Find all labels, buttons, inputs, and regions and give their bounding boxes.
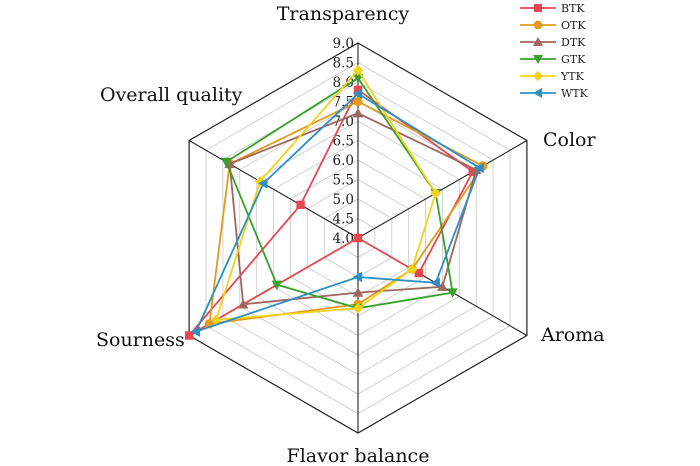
data-point [474,162,484,174]
data-point [534,4,542,12]
legend-item-otk: OTK [520,19,586,32]
legend-label: DTK [561,36,586,49]
data-point [190,326,201,337]
legend-label: WTK [561,87,589,100]
legend-marker [520,88,556,98]
tick-label: 9.0 [333,36,354,52]
grid-spoke [188,140,359,239]
tick-label: 6.5 [333,134,354,150]
tick-label: 5.5 [333,173,354,189]
data-point [533,88,542,98]
legend-label: OTK [561,19,586,32]
data-point [533,37,543,46]
axis-label-sourness: Sourness [96,329,185,351]
legend-marker [520,71,556,81]
axis-label-overall-quality: Overall quality [100,84,243,106]
legend-label: YTK [560,70,585,83]
tick-label: 8.0 [333,75,354,91]
data-point [437,281,448,291]
data-point [430,187,441,199]
tick-label: 4.0 [333,231,354,247]
legend-marker [520,37,556,46]
legend-marker [520,55,556,64]
axis-label-flavor-balance: Flavor balance [287,445,430,466]
radial-tick-labels: 4.04.55.05.56.06.57.07.58.08.59.0 [333,36,354,247]
data-point [430,277,440,289]
data-point [352,271,363,283]
grid-spoke [357,140,528,239]
data-point [353,233,363,243]
data-point [352,65,364,76]
data-point [352,302,364,314]
axis-label-color: Color [543,129,596,151]
data-point [271,280,283,291]
legend-item-wtk: WTK [520,87,589,100]
axis-label-aroma: Aroma [540,324,605,346]
data-point [352,108,364,118]
data-point [352,287,364,297]
radar-series [184,65,488,340]
legend-item-btk: BTK [520,2,585,15]
legend-marker [520,4,556,12]
tick-label: 6.0 [333,153,354,169]
data-point [533,55,543,64]
series-wtk [190,88,484,337]
data-point [353,96,363,107]
tick-label: 4.5 [333,212,354,228]
data-point [184,331,194,340]
data-point [221,157,232,168]
data-point [258,178,268,189]
data-point [352,88,363,99]
data-point [353,85,363,94]
legend-marker [520,20,556,30]
data-point [210,314,222,326]
data-point [406,263,418,275]
data-point [296,200,305,210]
legend-label: GTK [561,53,586,66]
legend: BTK OTK DTK GTK YTK WTK [520,2,589,100]
legend-item-dtk: DTK [520,36,586,49]
data-point [533,20,543,30]
data-point [237,299,249,309]
axis-label-transparency: Transparency [277,3,410,25]
tick-label: 8.5 [333,56,354,72]
series-ytk [210,65,441,326]
tick-label: 5.0 [333,192,354,208]
data-point [414,268,423,278]
data-point [533,71,543,81]
data-point [447,288,458,298]
legend-item-gtk: GTK [520,53,586,66]
axis-labels: Transparency Color Aroma Flavor balance … [96,3,605,466]
tick-label: 7.0 [333,114,354,130]
legend-item-ytk: YTK [520,70,585,83]
data-point [352,73,364,84]
legend-label: BTK [561,2,585,15]
